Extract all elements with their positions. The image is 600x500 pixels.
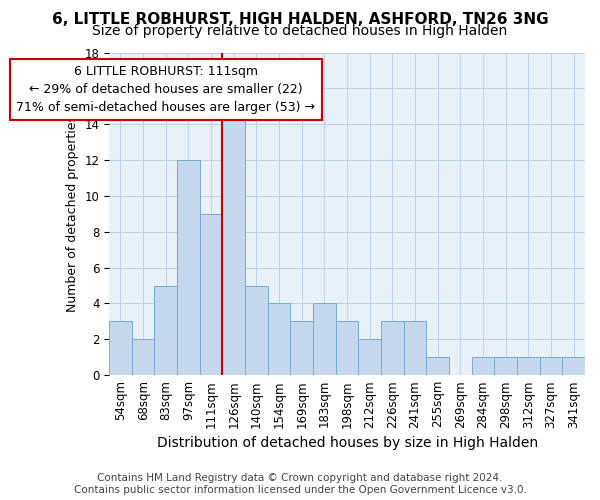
Bar <box>539 358 562 375</box>
Bar <box>268 304 290 375</box>
Bar <box>427 358 449 375</box>
Y-axis label: Number of detached properties: Number of detached properties <box>66 116 79 312</box>
Bar <box>517 358 539 375</box>
Bar <box>109 322 132 375</box>
Bar <box>245 286 268 375</box>
Bar <box>177 160 200 375</box>
Bar <box>494 358 517 375</box>
Bar <box>404 322 427 375</box>
Bar <box>381 322 404 375</box>
Text: Size of property relative to detached houses in High Halden: Size of property relative to detached ho… <box>92 24 508 38</box>
Bar <box>200 214 223 375</box>
Bar <box>154 286 177 375</box>
Bar <box>313 304 336 375</box>
Bar <box>223 106 245 375</box>
X-axis label: Distribution of detached houses by size in High Halden: Distribution of detached houses by size … <box>157 436 538 450</box>
Bar <box>336 322 358 375</box>
Bar <box>290 322 313 375</box>
Bar <box>472 358 494 375</box>
Bar <box>562 358 585 375</box>
Text: 6, LITTLE ROBHURST, HIGH HALDEN, ASHFORD, TN26 3NG: 6, LITTLE ROBHURST, HIGH HALDEN, ASHFORD… <box>52 12 548 28</box>
Bar <box>358 340 381 375</box>
Text: Contains HM Land Registry data © Crown copyright and database right 2024.
Contai: Contains HM Land Registry data © Crown c… <box>74 474 526 495</box>
Bar <box>132 340 154 375</box>
Text: 6 LITTLE ROBHURST: 111sqm
← 29% of detached houses are smaller (22)
71% of semi-: 6 LITTLE ROBHURST: 111sqm ← 29% of detac… <box>16 65 315 114</box>
